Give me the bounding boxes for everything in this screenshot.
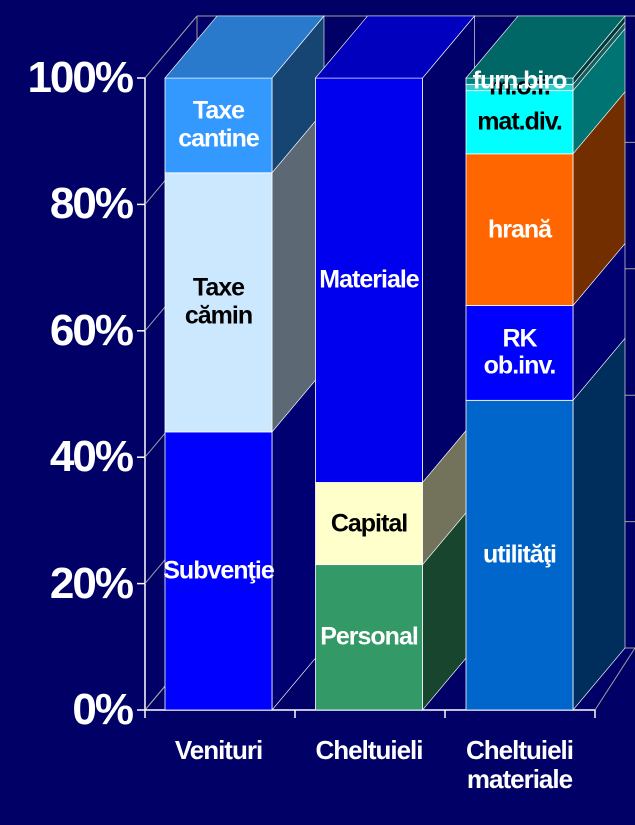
bar-segment [465,399,574,711]
y-tick-label: 80% [49,179,134,229]
bar-top [164,15,325,79]
segment-label: utilităţi [483,540,557,569]
grid-diagonal [144,15,198,79]
segment-label: Personal [320,622,419,651]
segment-label: Materiale [319,265,419,294]
segment-label: mat.div. [477,107,563,136]
bar-segment [164,431,273,711]
y-tick-label: 40% [49,431,134,481]
segment-label: furn.biro [472,66,568,95]
bar-segment [164,77,273,174]
bar-segment [315,482,423,566]
bar-segment [164,172,273,433]
segment-label: m.o.f. [489,72,551,101]
bar-top [314,15,476,79]
bar-top [465,15,626,79]
segment-label: RK ob.inv. [483,324,557,380]
y-tick-label: 20% [49,558,134,608]
bar-segment [465,90,574,155]
y-tick-label: 60% [49,305,134,355]
x-tick-label: Venituri [174,735,263,765]
bar-segment [465,305,574,401]
x-tick-label: Cheltuieli materiale [465,735,574,794]
segment-label: Taxe cămin [184,273,253,330]
bar-segment [315,564,423,711]
segment-label: Taxe cantine [178,96,260,153]
bar-segment [465,153,574,306]
segment-label: hrană [487,214,552,243]
segment-label: Subvenţie [163,556,274,585]
y-tick-label: 100% [27,52,134,102]
segment-label: Capital [330,508,408,537]
bar-side [572,337,626,711]
x-tick-label: Cheltuieli [315,735,423,765]
y-tick-label: 0% [72,684,134,734]
